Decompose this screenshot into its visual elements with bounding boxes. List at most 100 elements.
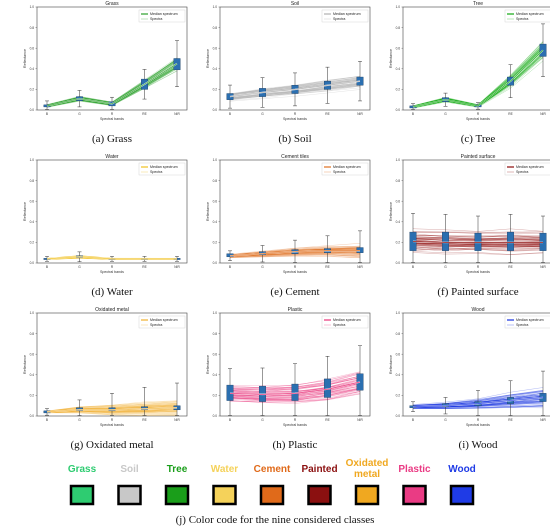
color-code-legend: Grass Soil Tree Water Cement Painted Oxidatedm… (68, 458, 476, 526)
chart-panel-9: Wood 0.0 0.2 0.4 0.6 0.8 1.0 B G R RE NIR Spectral b… (389, 307, 550, 451)
x-tick-label: R (111, 112, 114, 116)
x-axis-label: Spectral bands (283, 423, 307, 427)
color-code-swatch (307, 484, 332, 506)
panel-title: Plastic (288, 307, 303, 313)
color-code-swatch (354, 484, 380, 506)
y-axis-label: Reflectance (206, 49, 210, 68)
y-tick-label: 0.6 (213, 352, 218, 356)
color-code-label: metal (354, 469, 380, 480)
chart-panel-3: Tree 0.0 0.2 0.4 0.6 0.8 1.0 B G R RE NIR Spectral b… (389, 1, 550, 145)
x-axis-label: Spectral bands (283, 270, 307, 274)
y-tick-label: 1.0 (213, 311, 218, 315)
x-tick-label: R (477, 112, 480, 116)
chart-panel-2: Soil 0.0 0.2 0.4 0.6 0.8 1.0 B G R RE NIR Spectral b… (206, 1, 371, 145)
median-line (46, 256, 177, 260)
x-tick-label: R (111, 265, 114, 269)
y-tick-label: 0.0 (30, 108, 35, 112)
x-axis-label: Spectral bands (283, 117, 307, 121)
y-tick-label: 0.4 (213, 67, 218, 71)
legend-box (504, 315, 550, 329)
color-code-label: Wood (448, 464, 476, 475)
color-code-label: Water (211, 464, 239, 475)
chart-panel-1: Grass 0.0 0.2 0.4 0.6 0.8 1.0 B G R RE NIR Spectral … (23, 1, 188, 145)
y-tick-label: 0.4 (213, 373, 218, 377)
panel-caption: (h) Plastic (273, 439, 318, 451)
median-line (229, 80, 361, 97)
chart-panel-4: Water 0.0 0.2 0.4 0.6 0.8 1.0 B G R RE NIR Spectral … (23, 154, 188, 298)
legend-label: Median spectrum (516, 318, 544, 322)
panel-caption: (d) Water (91, 286, 133, 298)
chart-panel-6: Painted surface 0.0 0.2 0.4 0.6 0.8 1.0 B G R RE NI… (389, 154, 550, 298)
y-tick-label: 0.8 (396, 26, 401, 30)
x-axis-label: Spectral bands (100, 270, 124, 274)
x-tick-label: R (111, 418, 114, 422)
x-axis-label: Spectral bands (466, 270, 490, 274)
x-tick-label: NIR (174, 418, 180, 422)
y-tick-label: 0.0 (30, 261, 35, 265)
color-code-caption: (j) Color code for the nine considered c… (176, 514, 375, 526)
y-tick-label: 0.2 (213, 241, 218, 245)
y-tick-label: 0.4 (213, 220, 218, 224)
x-tick-label: NIR (540, 418, 546, 422)
x-tick-label: RE (142, 418, 146, 422)
median-line (229, 381, 361, 395)
x-tick-label: R (477, 418, 480, 422)
y-tick-label: 1.0 (30, 158, 35, 162)
chart-panel-7: Oxidated metal 0.0 0.2 0.4 0.6 0.8 1.0 B G R RE NIR… (23, 307, 188, 451)
y-tick-label: 0.2 (30, 88, 35, 92)
y-tick-label: 1.0 (213, 5, 218, 9)
y-tick-label: 0.8 (30, 332, 35, 336)
y-tick-label: 0.2 (30, 241, 35, 245)
x-tick-label: RE (508, 112, 512, 116)
x-tick-label: R (294, 112, 297, 116)
y-tick-label: 0.8 (30, 179, 35, 183)
y-tick-label: 0.8 (30, 26, 35, 30)
y-tick-label: 0.2 (213, 394, 218, 398)
x-tick-label: G (261, 418, 264, 422)
y-tick-label: 0.8 (213, 26, 218, 30)
y-tick-label: 1.0 (396, 5, 401, 9)
legend-box (504, 162, 550, 176)
y-tick-label: 0.4 (396, 373, 401, 377)
x-tick-label: RE (325, 112, 329, 116)
color-code-swatch (402, 484, 427, 506)
panel-title: Soil (291, 1, 299, 7)
legend-label: Spectra (333, 17, 345, 21)
panel-title: Wood (472, 307, 485, 313)
y-tick-label: 0.2 (30, 394, 35, 398)
legend-label: Median spectrum (150, 318, 178, 322)
panel-caption: (a) Grass (92, 133, 132, 145)
y-axis-label: Reflectance (389, 49, 393, 68)
median-line (46, 407, 178, 413)
y-tick-label: 0.0 (213, 108, 218, 112)
y-tick-label: 0.6 (213, 46, 218, 50)
x-tick-label: G (78, 112, 81, 116)
legend-box (321, 9, 369, 23)
y-tick-label: 0.6 (213, 199, 218, 203)
legend-box (138, 162, 186, 176)
panel-caption: (i) Wood (459, 439, 498, 451)
y-tick-label: 0.6 (30, 199, 35, 203)
y-tick-label: 0.8 (213, 332, 218, 336)
median-line (412, 397, 544, 408)
panel-title: Tree (473, 1, 483, 7)
legend-box (138, 9, 186, 23)
y-axis-label: Reflectance (206, 355, 210, 374)
x-tick-label: RE (325, 265, 329, 269)
color-code-swatch (212, 484, 237, 506)
panel-title: Cement tiles (281, 154, 309, 160)
y-tick-label: 0.0 (396, 108, 401, 112)
legend-label: Spectra (150, 170, 162, 174)
y-tick-label: 0.6 (30, 46, 35, 50)
y-axis-label: Reflectance (206, 202, 210, 221)
y-tick-label: 0.4 (396, 67, 401, 71)
x-tick-label: R (294, 418, 297, 422)
x-tick-label: NIR (540, 112, 546, 116)
x-axis-label: Spectral bands (100, 117, 124, 121)
legend-label: Median spectrum (516, 12, 544, 16)
x-axis-label: Spectral bands (100, 423, 124, 427)
panel-caption: (b) Soil (278, 133, 311, 145)
legend-label: Spectra (333, 170, 345, 174)
y-tick-label: 0.4 (30, 67, 35, 71)
panel-title: Painted surface (461, 154, 496, 160)
